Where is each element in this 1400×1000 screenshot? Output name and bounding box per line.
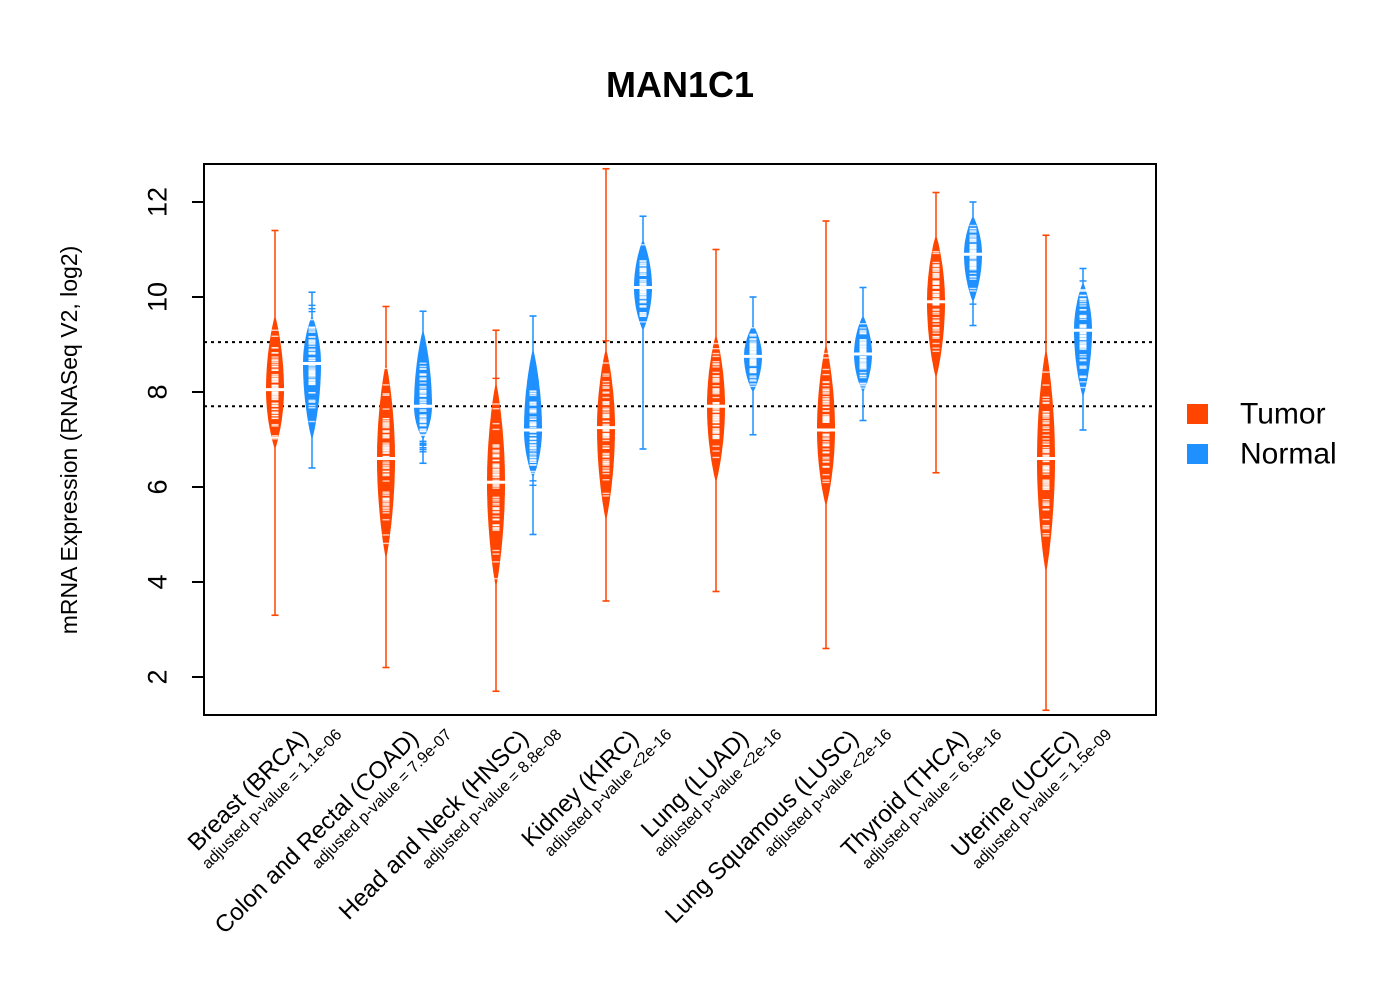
bean-density	[377, 363, 395, 559]
bean-normal-4	[632, 215, 654, 450]
bean-tumor-6	[815, 220, 837, 650]
legend: Tumor Normal	[1187, 398, 1337, 471]
legend-swatch-tumor	[1187, 404, 1208, 424]
y-tick-label: 4	[142, 574, 172, 589]
bean-density	[927, 235, 945, 378]
plot-area	[204, 167, 1156, 712]
bean-tumor-3	[485, 329, 507, 693]
bean-normal-8	[1072, 267, 1094, 431]
y-tick-label: 12	[142, 187, 172, 217]
bean-normal-1	[301, 291, 323, 469]
legend-swatch-normal	[1187, 444, 1208, 464]
bean-density	[303, 316, 321, 440]
bean-normal-7	[962, 201, 984, 327]
bean-normal-2	[412, 310, 434, 465]
bean-tumor-8	[1035, 234, 1057, 712]
y-tick-label: 8	[142, 384, 172, 399]
plot-frame	[203, 163, 1157, 716]
bean-normal-5	[742, 296, 764, 436]
legend-label-tumor: Tumor	[1240, 398, 1326, 431]
bean-density	[414, 330, 432, 440]
chart-title: MAN1C1	[606, 64, 754, 105]
y-axis-label: mRNA Expression (RNASeq V2, log2)	[56, 246, 82, 635]
y-tick-label: 6	[142, 479, 172, 494]
bean-tumor-7	[925, 191, 947, 474]
x-axis-labels: Breast (BRCA)adjusted p-value = 1.1e-06C…	[183, 725, 1116, 939]
bean-normal-3	[522, 315, 544, 536]
y-tick-label: 2	[142, 669, 172, 684]
bean-tumor-2	[375, 305, 397, 669]
bean-tumor-5	[705, 248, 727, 593]
y-tick-label: 10	[142, 282, 172, 312]
bean-tumor-1	[264, 229, 286, 617]
bean-tumor-4	[595, 167, 617, 602]
y-axis: 2 4 6 8 10 12	[142, 187, 204, 685]
bean-normal-6	[852, 286, 874, 422]
legend-label-normal: Normal	[1240, 438, 1337, 471]
bean-density	[817, 344, 835, 506]
